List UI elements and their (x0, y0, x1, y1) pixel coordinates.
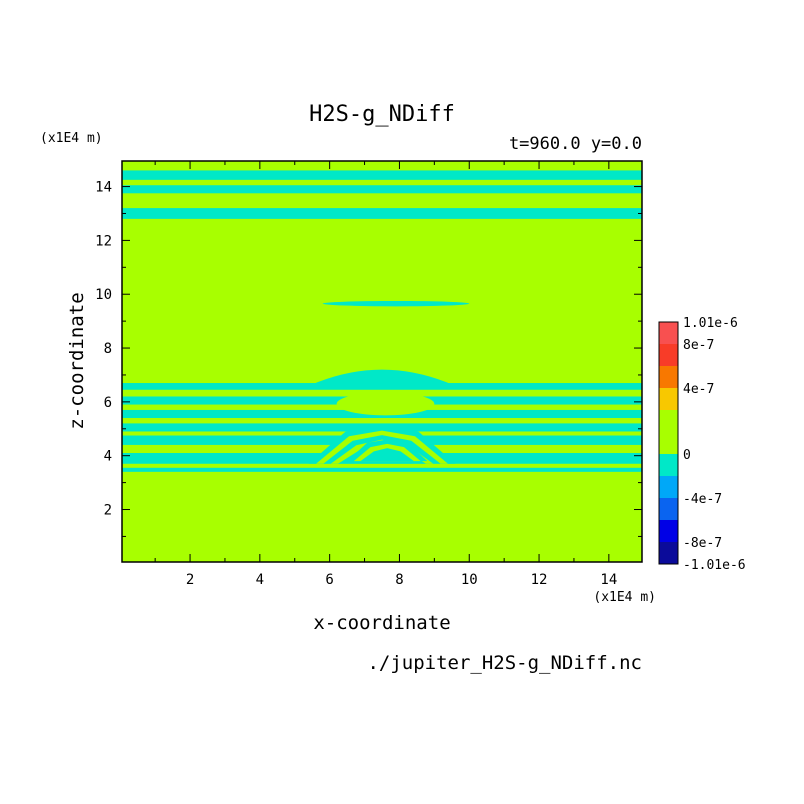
footer-filename: ./jupiter_H2S-g_NDiff.nc (367, 652, 642, 674)
colorbar-level-label: 0 (683, 448, 691, 463)
colorbar-level-label: 8e-7 (683, 338, 714, 353)
x-tick-labels: 2 4 6 8 10 12 14 (186, 572, 617, 588)
axis-ticks (122, 161, 642, 562)
plot-area (121, 160, 643, 563)
chart-title: H2S-g_NDiff (309, 102, 455, 127)
plot-background (122, 161, 642, 562)
x-tick-label: 6 (325, 572, 333, 588)
y-axis-label: z-coordinate (66, 292, 88, 429)
chart-subtitle: t=960.0 y=0.0 (509, 134, 642, 154)
feature-small-chevron-stripe-2 (360, 448, 414, 462)
plot-frame (121, 160, 643, 563)
y-tick-label: 14 (95, 180, 112, 196)
y-tick-label: 8 (104, 341, 112, 357)
colorbar-band-4 (659, 454, 678, 476)
colorbar-band-8 (659, 366, 678, 388)
colorbar-band-7 (659, 388, 678, 410)
colorbar-band-0 (659, 542, 678, 564)
y-tick-labels: 2 4 6 8 10 12 14 (95, 180, 112, 519)
colorbar-bands (659, 322, 678, 564)
colorbar: -1.01e-6 -8e-7 -4e-7 0 4e-7 8e-7 1.01e-6 (658, 316, 746, 573)
x-tick-label: 2 (186, 572, 194, 588)
colorbar-band-10 (659, 322, 678, 344)
colorbar-level-label: 1.01e-6 (683, 316, 738, 331)
negative-band-2 (122, 208, 642, 219)
colorbar-band-1 (659, 520, 678, 542)
negative-band-3 (122, 383, 642, 390)
y-tick-label: 6 (104, 395, 112, 411)
y-tick-label: 12 (95, 233, 112, 249)
contour-features (308, 300, 470, 464)
colorbar-labels: -1.01e-6 -8e-7 -4e-7 0 4e-7 8e-7 1.01e-6 (683, 316, 746, 573)
y-unit-label: (x1E4 m) (40, 131, 103, 146)
feature-dome (312, 369, 452, 385)
x-tick-label: 10 (461, 572, 478, 588)
y-tick-label: 10 (95, 287, 112, 303)
colorbar-level-label: -8e-7 (683, 536, 722, 551)
colorbar-level-label: 4e-7 (683, 382, 714, 397)
feature-thin-lens (322, 300, 470, 307)
colorbar-level-label: -1.01e-6 (683, 558, 746, 573)
x-tick-label: 8 (395, 572, 403, 588)
colorbar-frame (658, 321, 679, 565)
negative-band-9 (122, 467, 642, 472)
y-tick-label: 2 (104, 503, 112, 519)
colorbar-level-label: -4e-7 (683, 492, 722, 507)
feature-lens (336, 392, 435, 416)
negative-band-1 (122, 185, 642, 194)
colorbar-band-9 (659, 344, 678, 366)
x-tick-label: 14 (600, 572, 617, 588)
negative-band-0 (122, 170, 642, 180)
colorbar-band-2 (659, 498, 678, 520)
x-axis-label: x-coordinate (313, 612, 450, 634)
x-tick-label: 12 (531, 572, 548, 588)
y-tick-label: 4 (104, 449, 112, 465)
colorbar-band-6 (659, 410, 678, 432)
x-tick-label: 4 (256, 572, 264, 588)
colorbar-band-3 (659, 476, 678, 498)
colorbar-band-5 (659, 432, 678, 454)
x-unit-label: (x1E4 m) (593, 590, 656, 605)
